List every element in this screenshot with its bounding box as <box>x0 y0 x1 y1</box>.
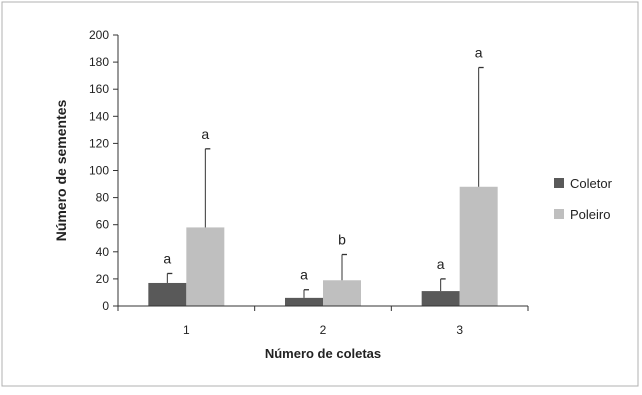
y-tick-label: 60 <box>96 218 110 232</box>
significance-letter: b <box>338 232 346 248</box>
significance-letter: a <box>300 267 308 283</box>
significance-letter: a <box>163 250 171 266</box>
legend: Coletor Poleiro <box>554 176 613 222</box>
y-tick-label: 180 <box>89 55 109 69</box>
legend-label-coletor: Coletor <box>570 176 613 191</box>
x-axis-label: Número de coletas <box>265 346 381 361</box>
bar-coletor <box>421 291 460 306</box>
significance-letter: a <box>201 126 209 142</box>
x-tick-label: 1 <box>183 323 190 337</box>
error-bars <box>166 66 484 298</box>
bars <box>148 186 498 306</box>
y-tick-label: 20 <box>96 272 110 286</box>
significance-letter: a <box>475 45 483 61</box>
y-tick-label: 40 <box>96 245 110 259</box>
bar-poleiro <box>459 186 498 306</box>
y-tick-label: 80 <box>96 191 110 205</box>
y-tick-label: 160 <box>89 82 109 96</box>
legend-label-poleiro: Poleiro <box>570 207 610 222</box>
y-tick-label: 200 <box>89 28 109 42</box>
y-tick-label: 0 <box>102 299 109 313</box>
bar-poleiro <box>323 280 361 306</box>
legend-swatch-poleiro <box>554 209 564 219</box>
x-tick-label: 2 <box>320 323 327 337</box>
chart-frame <box>1 1 639 387</box>
y-tick-label: 140 <box>89 109 109 123</box>
significance-letter: a <box>437 256 445 272</box>
y-axis-ticks: 0 20 40 60 80 100 120 140 160 180 200 <box>89 28 118 313</box>
bar-poleiro <box>186 227 225 306</box>
x-axis-ticks: 1 2 3 <box>117 306 529 337</box>
legend-swatch-coletor <box>554 178 564 188</box>
bar-coletor <box>148 282 187 306</box>
bar-coletor <box>285 297 323 306</box>
y-tick-label: 100 <box>89 164 109 178</box>
x-tick-label: 3 <box>456 323 463 337</box>
y-axis-label: Número de sementes <box>53 99 69 241</box>
y-tick-label: 120 <box>89 136 109 150</box>
significance-letters: a a a b a a <box>163 45 482 283</box>
